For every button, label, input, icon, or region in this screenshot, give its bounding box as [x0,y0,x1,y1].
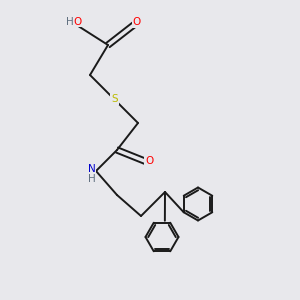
Text: S: S [111,94,118,104]
Text: N: N [88,164,95,174]
Text: O: O [145,155,154,166]
Text: H: H [66,17,74,27]
Text: H: H [88,174,95,184]
Text: O: O [74,17,82,27]
Text: O: O [132,17,141,27]
